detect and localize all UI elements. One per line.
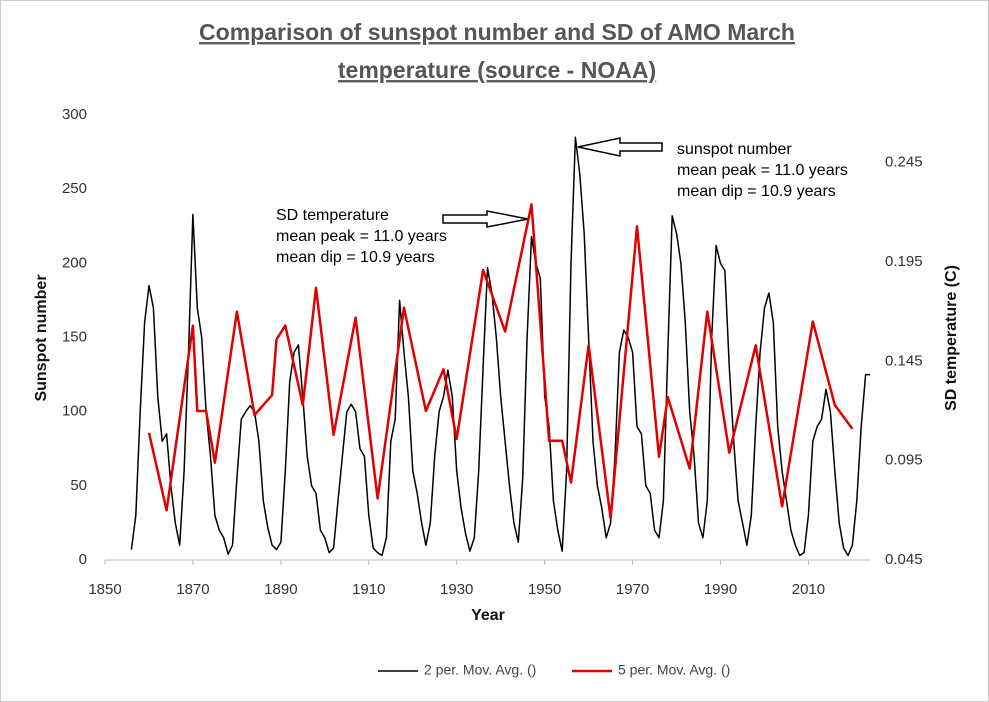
x-tick-label: 1990: [704, 581, 737, 598]
legend-label: 2 per. Mov. Avg. (): [424, 662, 536, 678]
x-tick-label: 1930: [440, 581, 473, 598]
y-tick-label: 250: [62, 180, 87, 197]
annotation: mean peak = 11.0 years: [276, 228, 447, 245]
annotation: SD temperature: [276, 207, 389, 224]
y-tick-label: 0: [79, 551, 87, 568]
legend-label: 5 per. Mov. Avg. (): [618, 662, 730, 678]
x-tick-label: 1870: [176, 581, 209, 598]
x-tick-label: 1970: [616, 581, 649, 598]
annotation: mean peak = 11.0 years: [677, 162, 848, 179]
x-tick-label: 1910: [352, 581, 385, 598]
annotation: sunspot number: [677, 141, 792, 158]
arrow: [442, 210, 529, 228]
annotation: mean dip = 10.9 years: [677, 183, 836, 200]
x-tick-label: 1950: [528, 581, 561, 598]
y-axis-label: Sunspot number: [33, 274, 50, 401]
x-tick-label: 1850: [88, 581, 121, 598]
x-tick-label: 1890: [264, 581, 297, 598]
arrow: [577, 137, 663, 157]
chart-title: Comparison of sunspot number and SD of A…: [199, 19, 795, 45]
y2-axis-label: SD temperature (C): [943, 265, 960, 411]
y-tick-label: 300: [62, 106, 87, 123]
chart-title: temperature (source - NOAA): [338, 57, 656, 83]
series-line: [147, 203, 854, 520]
y-tick-label: 200: [62, 254, 87, 271]
y2-tick-label: 0.045: [885, 551, 923, 568]
y-tick-label: 50: [70, 477, 87, 494]
y2-tick-label: 0.095: [885, 452, 923, 469]
x-axis-label: Year: [471, 607, 505, 624]
annotation: mean dip = 10.9 years: [276, 249, 435, 266]
y-tick-label: 150: [62, 328, 87, 345]
y2-tick-label: 0.145: [885, 352, 923, 369]
y2-tick-label: 0.195: [885, 253, 923, 270]
y2-tick-label: 0.245: [885, 154, 923, 171]
x-tick-label: 2010: [792, 581, 825, 598]
y-tick-label: 100: [62, 403, 87, 420]
